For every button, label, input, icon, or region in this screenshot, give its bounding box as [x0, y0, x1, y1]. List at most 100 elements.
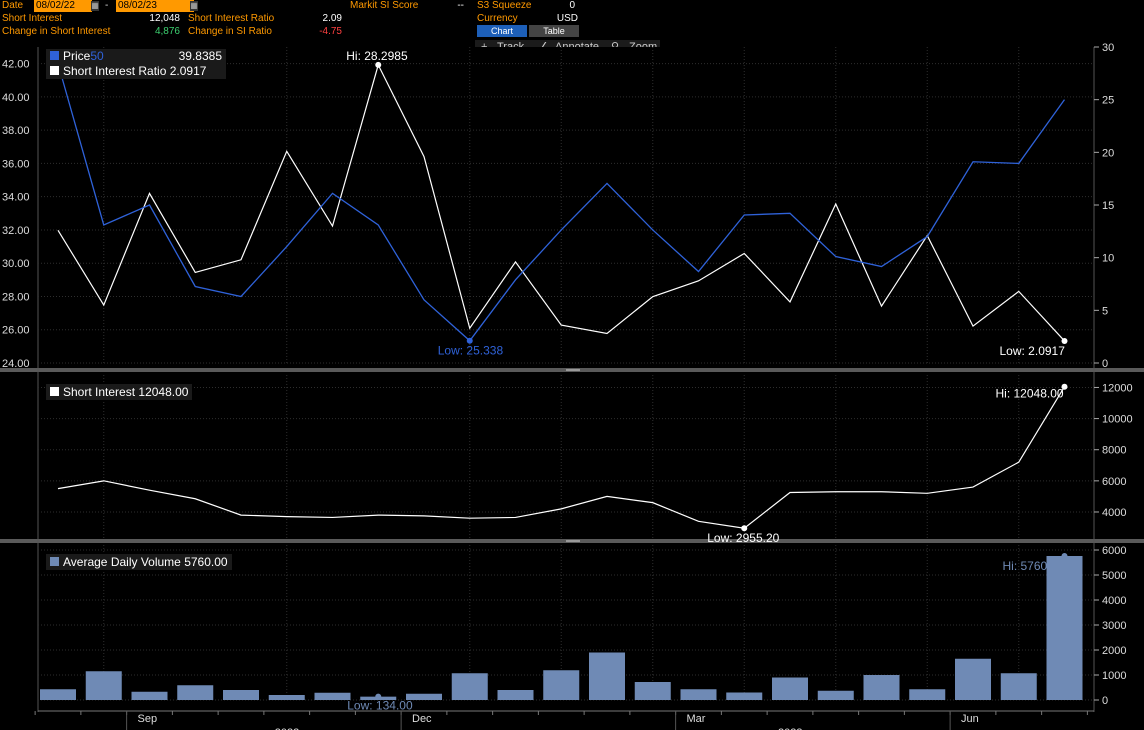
left-tick-label: 26.00 — [2, 325, 30, 337]
x-tick-label: Sep — [138, 713, 158, 725]
right-tick-label: 8000 — [1102, 445, 1126, 457]
right-tick-label: 4000 — [1102, 507, 1126, 519]
short-interest-low-label: Low: 2955.20 — [707, 531, 779, 545]
short-interest-line — [57, 386, 1066, 529]
price-legend-suffix: 50 — [90, 49, 104, 63]
ratio-low-label: Low: 2.0917 — [1000, 344, 1066, 358]
volume-bar — [85, 671, 122, 700]
volume-low-label: Low: 134.00 — [347, 699, 413, 713]
short-interest-legend-value: 12048.00 — [138, 385, 189, 399]
volume-legend-label: Average Daily Volume — [63, 555, 181, 569]
volume-bar — [223, 690, 259, 700]
right-tick-label: 12000 — [1102, 382, 1133, 394]
end-date-field[interactable]: 08/02/23 — [116, 0, 194, 12]
right-tick-label: 2000 — [1102, 645, 1126, 657]
short-interest-ratio-line — [57, 63, 1065, 342]
markit-si-label: Markit SI Score — [350, 0, 419, 11]
x-year-label: 2023 — [778, 727, 802, 730]
date-separator: - — [105, 0, 109, 11]
volume-bar — [131, 691, 168, 700]
ratio-swatch — [50, 66, 59, 76]
volume-bar — [314, 692, 351, 700]
price-legend-label: Price — [63, 49, 91, 63]
volume-bar — [406, 693, 442, 700]
calendar-icon[interactable]: ▦ — [190, 1, 198, 11]
short-interest-ratio-label: Short Interest Ratio — [188, 13, 275, 24]
date-label: Date — [2, 0, 24, 11]
left-tick-label: 38.00 — [2, 125, 30, 137]
left-tick-label: 28.00 — [2, 291, 30, 303]
left-tick-label: 24.00 — [2, 358, 30, 370]
right-tick-label: 30 — [1102, 42, 1114, 54]
short-interest-low-point — [741, 525, 748, 532]
volume-bar — [1046, 556, 1083, 700]
volume-bar — [772, 677, 808, 700]
volume-bar — [634, 682, 671, 700]
x-tick-label: Dec — [412, 713, 432, 725]
x-tick-label: Jun — [961, 713, 979, 725]
volume-bar — [451, 673, 488, 700]
right-tick-label: 15 — [1102, 200, 1114, 212]
right-tick-label: 20 — [1102, 147, 1114, 159]
volume-bar — [817, 690, 854, 700]
markit-si-value: -- — [457, 0, 464, 11]
x-tick-label: Mar — [687, 713, 706, 725]
volume-bar — [589, 652, 625, 700]
short-interest-value: 12,048 — [149, 13, 180, 24]
change-si-ratio-value: -4.75 — [319, 26, 342, 37]
left-tick-label: 34.00 — [2, 192, 30, 204]
right-tick-label: 6000 — [1102, 476, 1126, 488]
x-year-label: 2022 — [275, 727, 299, 730]
volume-bar — [177, 685, 214, 700]
price-legend-value: 39.8385 — [178, 49, 222, 63]
short-interest-hi-point — [1061, 383, 1068, 390]
ratio-legend-label: Short Interest Ratio — [63, 64, 167, 78]
header-bar: Date 08/02/22 ▦ - 08/02/23 ▦ Short Inter… — [0, 0, 1144, 40]
short-interest-hi-label: Hi: 12048.00 — [996, 387, 1064, 401]
tab-chart[interactable]: Chart — [477, 25, 527, 37]
left-tick-label: 42.00 — [2, 59, 30, 71]
volume-bar — [497, 690, 534, 700]
volume-hi-point — [1061, 553, 1068, 559]
s3-squeeze-label: S3 Squeeze — [477, 0, 532, 11]
short-interest-legend-label: Short Interest — [63, 385, 136, 399]
right-tick-label: 0 — [1102, 358, 1108, 370]
volume-bar — [680, 689, 717, 700]
change-short-interest-label: Change in Short Interest — [2, 26, 111, 37]
tab-table[interactable]: Table — [529, 25, 579, 37]
ratio-low-point — [1061, 337, 1068, 344]
currency-label: Currency — [477, 13, 518, 24]
right-tick-label: 3000 — [1102, 620, 1126, 632]
right-tick-label: 5000 — [1102, 570, 1126, 582]
calendar-icon[interactable]: ▦ — [91, 1, 99, 11]
start-date-field[interactable]: 08/02/22 — [34, 0, 92, 12]
price-legend: Price50 39.8385 Short Interest Ratio 2.0… — [46, 49, 226, 79]
ratio-hi-point — [375, 61, 382, 68]
volume-bar — [40, 689, 76, 700]
price-low-label: Low: 25.338 — [438, 344, 504, 358]
volume-bar — [543, 670, 580, 700]
left-tick-label: 32.00 — [2, 225, 30, 237]
volume-bar — [909, 689, 946, 700]
volume-low-point — [375, 693, 382, 700]
volume-bar — [268, 695, 305, 700]
price-swatch — [50, 51, 59, 61]
volume-bar — [726, 692, 763, 700]
short-interest-swatch — [50, 387, 59, 397]
short-interest-legend: Short Interest 12048.00 — [46, 384, 193, 400]
short-interest-ratio-value: 2.09 — [322, 13, 342, 24]
short-interest-label: Short Interest — [2, 13, 63, 24]
currency-value: USD — [556, 13, 578, 24]
price-panel — [38, 47, 1094, 363]
volume-bar — [1000, 673, 1037, 700]
change-short-interest-value: 4,876 — [154, 26, 180, 37]
right-tick-label: 10000 — [1102, 414, 1133, 426]
right-tick-label: 25 — [1102, 95, 1114, 107]
right-tick-label: 4000 — [1102, 595, 1126, 607]
separator-handle — [566, 540, 580, 542]
s3-squeeze-value: 0 — [569, 0, 575, 11]
volume-bar — [955, 658, 991, 700]
separator-handle — [566, 369, 580, 371]
right-tick-label: 0 — [1102, 695, 1108, 707]
